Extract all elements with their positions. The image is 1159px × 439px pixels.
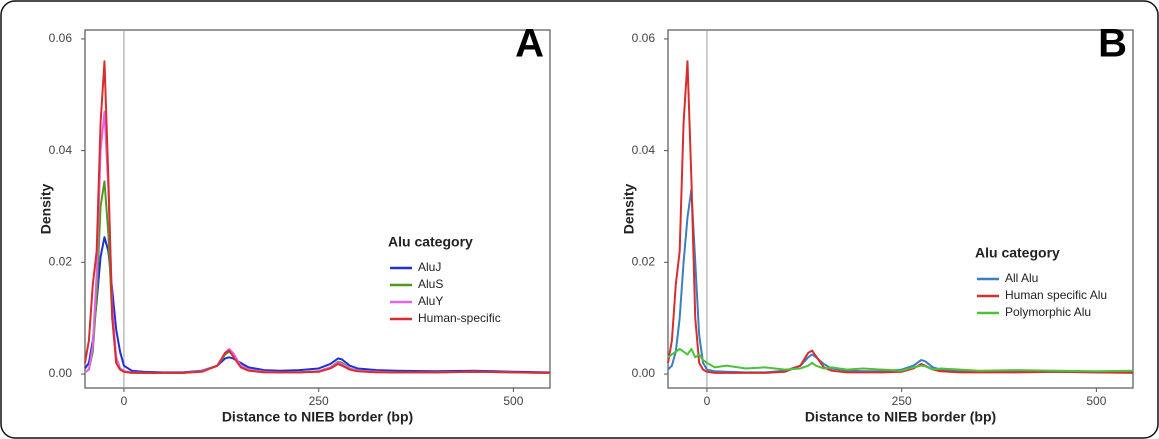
x-tick-label: 0: [121, 394, 128, 408]
y-tick-label: 0.02: [632, 255, 656, 269]
density-line: [667, 347, 1134, 373]
legend-label: Human specific Alu: [1005, 288, 1107, 302]
y-tick-label: 0.04: [49, 143, 73, 157]
legend-label: AluY: [418, 294, 443, 308]
density-line: [667, 60, 1134, 374]
x-tick-label: 250: [309, 394, 329, 408]
legend-title: Alu category: [388, 234, 473, 250]
legend-label: Human-specific: [418, 311, 501, 325]
y-tick-label: 0.04: [632, 143, 656, 157]
x-tick-label: 500: [1086, 394, 1106, 408]
legend-label: All Alu: [1005, 271, 1038, 285]
y-tick-label: 0.00: [49, 366, 73, 380]
x-tick-label: 500: [503, 394, 523, 408]
legend-label: Polymorphic Alu: [1005, 305, 1091, 319]
legend-title: Alu category: [975, 245, 1060, 261]
y-tick-label: 0.00: [632, 366, 656, 380]
legend-label: AluJ: [418, 260, 441, 274]
panel-label: B: [1098, 22, 1127, 66]
y-axis-label: Density: [38, 184, 54, 235]
y-tick-label: 0.02: [49, 255, 73, 269]
y-tick-label: 0.06: [632, 31, 656, 45]
plot-area: [84, 29, 551, 389]
x-tick-label: 250: [892, 394, 912, 408]
x-tick-label: 0: [704, 394, 711, 408]
panel-label: A: [515, 22, 544, 66]
y-axis-label: Density: [621, 184, 637, 235]
plot-area: [667, 29, 1134, 389]
x-axis-label: Distance to NIEB border (bp): [805, 409, 996, 425]
y-tick-label: 0.06: [49, 31, 73, 45]
legend-label: AluS: [418, 277, 443, 291]
x-axis-label: Distance to NIEB border (bp): [222, 409, 413, 425]
density-line: [84, 60, 551, 374]
